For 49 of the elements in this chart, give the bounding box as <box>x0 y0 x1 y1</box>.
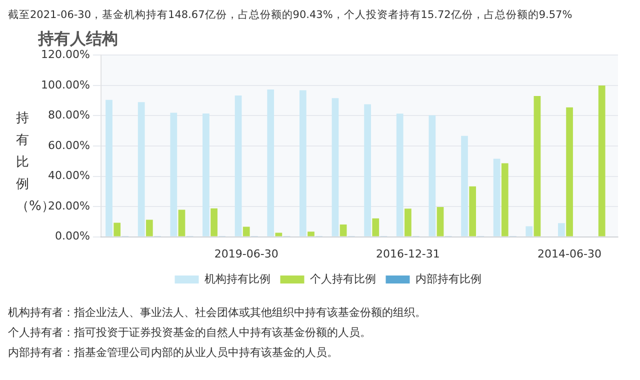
x-tick-label: 2016-12-31 <box>376 247 440 260</box>
legend-label: 内部持有比例 <box>415 272 482 286</box>
bar <box>534 96 541 236</box>
bar <box>332 98 339 236</box>
y-tick-label: 20.00% <box>48 199 90 212</box>
bar <box>372 218 380 236</box>
bar <box>364 104 371 236</box>
bar <box>469 186 476 236</box>
bar <box>138 102 145 236</box>
bar <box>340 224 347 236</box>
bar <box>178 210 186 236</box>
bar <box>558 223 565 236</box>
bar <box>396 114 404 236</box>
text: 个人持有者：指可投资于证券投资基金的自然人中持有该基金份额的人员。 <box>8 325 372 341</box>
bar <box>404 208 412 236</box>
y-tick-label: 100.00% <box>40 78 90 92</box>
y-tick-label: 120.00% <box>40 48 90 62</box>
text: 内部持有者：指基金管理公司内部的从业人员中持有该基金的人员。 <box>8 345 339 361</box>
bar <box>526 226 533 236</box>
y-tick-label: 40.00% <box>48 169 90 182</box>
legend-label: 个人持有比例 <box>310 272 376 286</box>
bar <box>234 95 242 236</box>
bar <box>566 107 573 236</box>
bar <box>493 158 500 236</box>
chart-title: 持有人结构 <box>37 28 118 48</box>
x-tick-label: 2014-06-30 <box>538 247 602 260</box>
bar <box>114 222 121 236</box>
legend-label: 机构持有比例 <box>204 272 270 286</box>
x-tick-label: 2019-06-30 <box>214 247 278 260</box>
text: 机构持有者：指企业法人、事业法人、社会团体或其他组织中持有该基金份额的组织。 <box>8 305 427 321</box>
bar <box>299 90 306 236</box>
y-tick-label: 0.00% <box>54 230 90 243</box>
bar <box>428 115 436 236</box>
y-tick-label: 60.00% <box>48 138 90 152</box>
bar <box>146 220 153 236</box>
bar <box>275 232 282 236</box>
bar <box>242 226 250 236</box>
bar <box>501 163 508 236</box>
bar <box>170 112 178 236</box>
bar <box>436 206 444 236</box>
chart-subtitle: 截至2021-06-30，基金机构持有148.67亿份，占总份额的90.43%，个人投资者持有15.72亿份，占总份额的9.57% <box>8 8 574 22</box>
bar <box>598 85 606 236</box>
bar <box>267 90 274 236</box>
bar <box>106 100 112 236</box>
bar <box>308 232 314 236</box>
bar <box>210 208 218 236</box>
y-tick-label: 80.00% <box>48 108 90 122</box>
bar <box>202 113 210 236</box>
bar <box>461 136 468 236</box>
